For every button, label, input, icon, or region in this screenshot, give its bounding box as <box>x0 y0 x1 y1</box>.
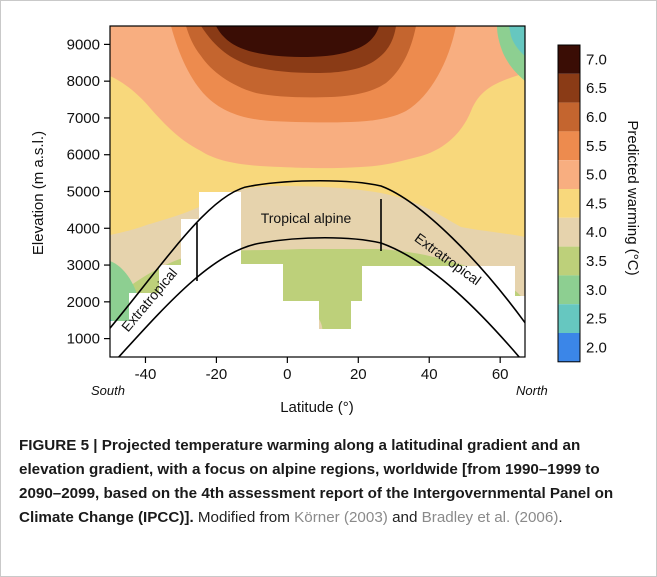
y-tick-label: 5000 <box>67 184 100 201</box>
y-tick-label: 6000 <box>67 147 100 164</box>
x-axis: -40 -20 0 20 40 60 <box>135 357 509 383</box>
colorbar-tick-label: 6.5 <box>586 80 607 97</box>
colorbar-tick-label: 5.5 <box>586 138 607 155</box>
y-axis: 1000 2000 3000 4000 5000 6000 7000 8000 9000 <box>67 36 110 348</box>
colorbar-swatch <box>558 102 580 132</box>
caption-text-1: Modified from <box>193 509 295 526</box>
colorbar-tick-label: 4.5 <box>586 195 607 212</box>
x-tick-label: -40 <box>135 366 157 383</box>
colorbar: 7.0 6.5 6.0 5.5 5.0 4.5 4.0 3.5 3.0 2.5 2.0 <box>557 44 607 363</box>
y-axis-label: Elevation (m a.s.l.) <box>30 131 47 255</box>
x-axis-label: Latitude (°) <box>280 399 354 416</box>
colorbar-swatch <box>558 131 580 161</box>
colorbar-swatch <box>558 246 580 276</box>
colorbar-swatch <box>558 73 580 103</box>
colorbar-swatch <box>558 217 580 247</box>
temperature-field <box>110 26 525 357</box>
colorbar-tick-label: 2.5 <box>586 311 607 328</box>
upper-boundary <box>110 179 525 330</box>
y-tick-label: 9000 <box>67 36 100 53</box>
caption-reference-bradley[interactable]: Bradley et al. (2006) <box>421 509 559 526</box>
colorbar-tick-label: 7.0 <box>586 51 607 68</box>
colorbar-tick-label: 3.5 <box>586 253 607 270</box>
x-tick-label: 0 <box>283 366 291 383</box>
colorbar-tick-label: 4.0 <box>586 224 607 241</box>
colorbar-tick-label: 5.0 <box>586 167 607 184</box>
lower-boundary <box>117 236 521 357</box>
figure-caption: FIGURE 5 | Projected temperature warming… <box>19 434 641 530</box>
band-25-right <box>509 26 525 56</box>
y-tick-label: 1000 <box>67 331 100 348</box>
colorbar-tick-label: 2.0 <box>586 339 607 356</box>
caption-reference-korner[interactable]: Körner (2003) <box>294 509 388 526</box>
y-tick-label: 8000 <box>67 73 100 90</box>
no-data-mask <box>110 192 525 357</box>
caption-text-2: and <box>387 509 422 526</box>
x-tick-label: 60 <box>492 366 509 383</box>
x-axis-north-label: North <box>516 383 548 398</box>
y-tick-label: 7000 <box>67 110 100 127</box>
chart: Extratropical Tropical alpine Extratropi… <box>30 25 641 416</box>
colorbar-frame <box>557 44 581 363</box>
caption-text-3: . <box>558 509 563 526</box>
x-tick-label: 40 <box>421 366 438 383</box>
x-axis-south-label: South <box>91 383 125 398</box>
colorbar-swatch <box>558 189 580 218</box>
colorbar-swatch <box>558 333 580 362</box>
caption-title: FIGURE 5 | Projected temperature warming… <box>19 437 614 526</box>
colorbar-swatch <box>558 45 580 74</box>
y-tick-label: 3000 <box>67 257 100 274</box>
colorbar-swatch <box>558 304 580 333</box>
x-tick-label: -20 <box>206 366 228 383</box>
colorbar-tick-label: 6.0 <box>586 109 607 126</box>
region-curves <box>110 179 525 357</box>
x-tick-label: 20 <box>350 366 367 383</box>
band-70 <box>216 26 379 57</box>
colorbar-label: Predicted warming (°C) <box>624 120 641 275</box>
y-tick-label: 4000 <box>67 220 100 237</box>
colorbar-tick-label: 3.0 <box>586 282 607 299</box>
colorbar-swatch <box>558 160 580 189</box>
y-tick-label: 2000 <box>67 294 100 311</box>
region-label-tropical-alpine: Tropical alpine <box>261 210 352 226</box>
colorbar-swatch <box>558 275 580 305</box>
